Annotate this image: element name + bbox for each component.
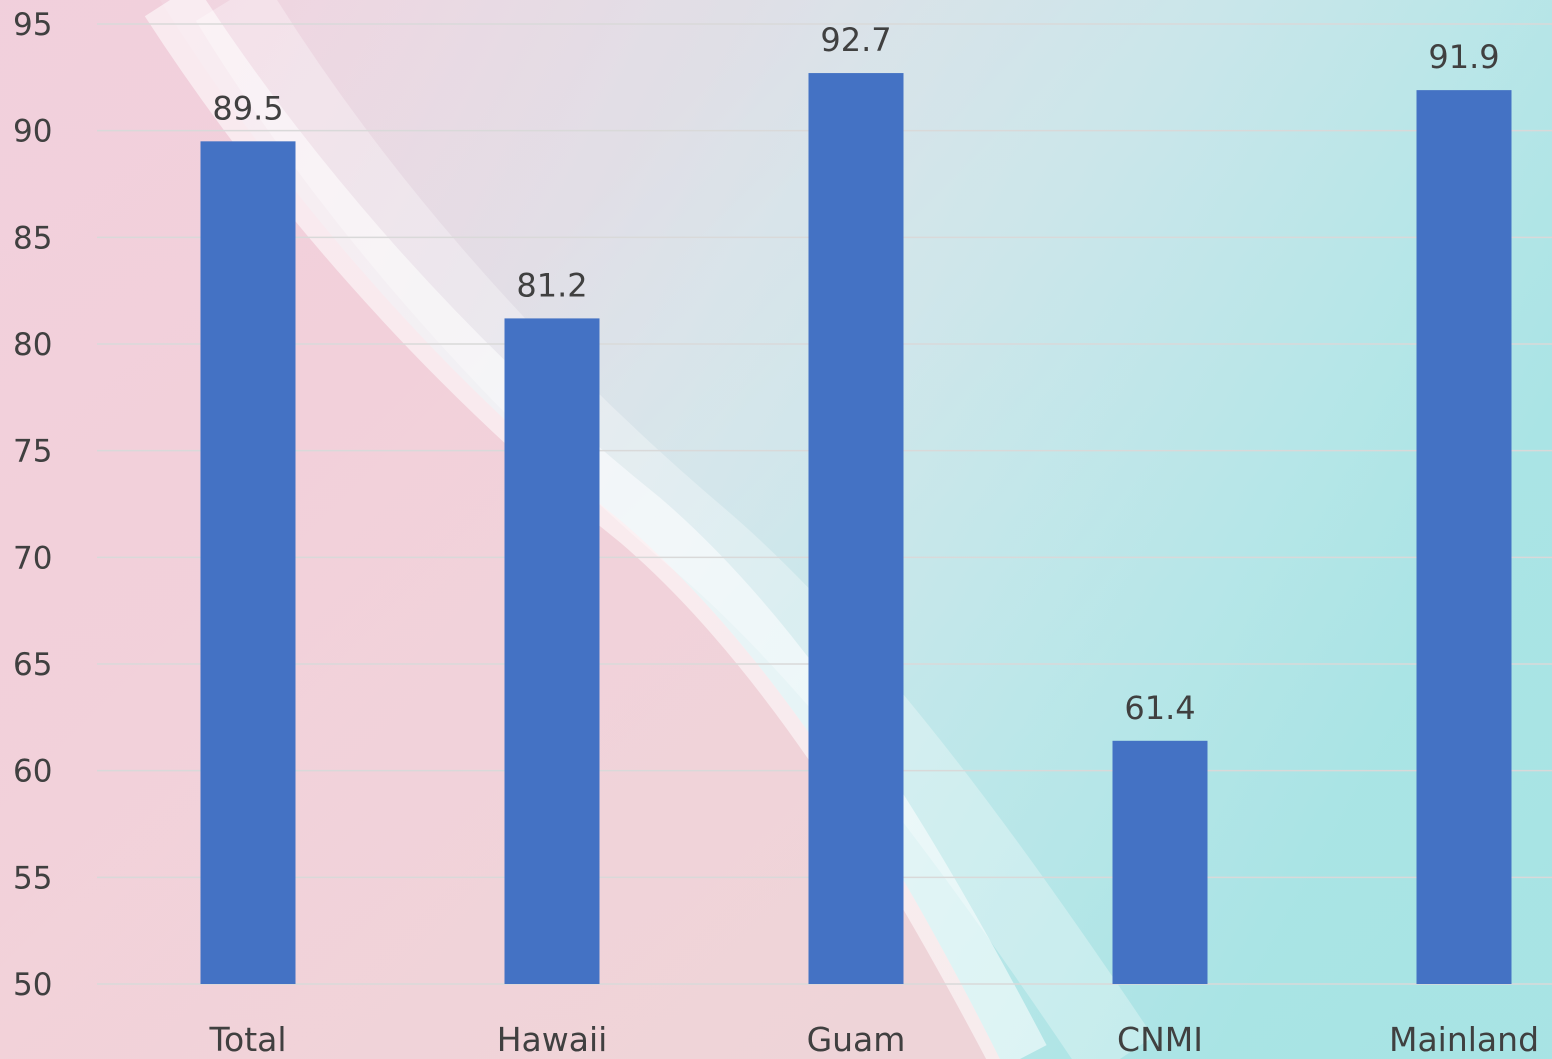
data-label-hawaii: 81.2 (516, 266, 587, 304)
bar-total (200, 141, 296, 985)
data-label-guam: 92.7 (820, 21, 891, 59)
bars (200, 73, 1512, 985)
data-label-mainland: 91.9 (1428, 38, 1499, 76)
category-label-cnmi: CNMI (1117, 1020, 1203, 1059)
y-tick-label-50: 50 (13, 967, 52, 1003)
x-axis-category-labels: Total Hawaii Guam CNMI Mainland (208, 1020, 1539, 1059)
y-tick-label-55: 55 (13, 860, 52, 896)
y-tick-label-75: 75 (13, 434, 52, 470)
category-label-total: Total (208, 1020, 286, 1059)
data-labels: 89.5 81.2 92.7 61.4 91.9 (212, 21, 1499, 727)
category-label-guam: Guam (807, 1020, 906, 1059)
bar-cnmi (1112, 740, 1208, 984)
bar-mainland (1416, 90, 1512, 985)
y-tick-label-95: 95 (13, 7, 52, 43)
y-tick-label-65: 65 (13, 647, 52, 683)
category-label-mainland: Mainland (1389, 1020, 1539, 1059)
y-tick-label-60: 60 (13, 754, 52, 790)
bar-guam (808, 73, 904, 985)
bar-hawaii (504, 318, 600, 984)
y-tick-label-70: 70 (13, 540, 52, 576)
y-tick-label-90: 90 (13, 114, 52, 150)
y-axis-tick-labels: 50 55 60 65 70 75 80 85 90 95 (13, 7, 52, 1003)
data-label-total: 89.5 (212, 89, 283, 127)
category-label-hawaii: Hawaii (497, 1020, 608, 1059)
data-label-cnmi: 61.4 (1124, 689, 1195, 727)
y-tick-label-85: 85 (13, 220, 52, 256)
y-tick-label-80: 80 (13, 327, 52, 363)
